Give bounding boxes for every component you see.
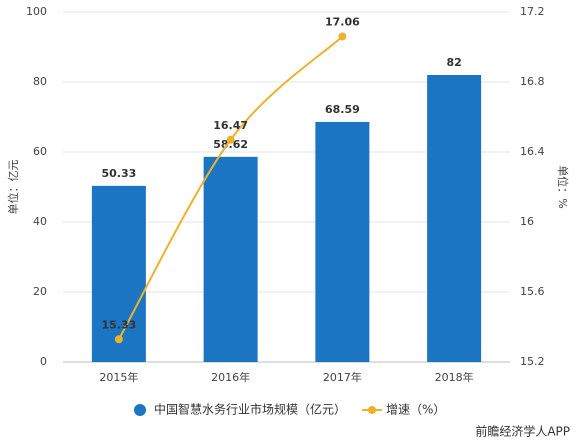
bar xyxy=(315,121,370,362)
bar xyxy=(427,75,482,362)
line xyxy=(118,35,344,340)
y2-tick-label: 16.8 xyxy=(520,75,545,88)
y2-axis-label: 单位：% xyxy=(556,165,570,208)
y2-tick-label: 16 xyxy=(520,215,534,228)
source: 前瞻经济学人APP xyxy=(475,424,570,439)
y2-tick-label: 15.6 xyxy=(520,285,545,298)
data-label: 50.33 xyxy=(101,167,136,180)
legend-label: 增速（%） xyxy=(386,403,445,417)
y-tick-label: 100 xyxy=(26,5,47,18)
x-tick-label: 2015年 xyxy=(99,370,138,384)
y-axis-label: 单位：亿元 xyxy=(6,160,20,215)
y-tick-label: 40 xyxy=(33,215,47,228)
legend-marker xyxy=(368,406,376,414)
y-tick-label: 0 xyxy=(40,355,47,368)
x-tick-label: 2018年 xyxy=(435,370,474,384)
data-label: 17.06 xyxy=(325,16,360,29)
data-label: 82 xyxy=(446,56,461,69)
y-tick-label: 20 xyxy=(33,285,47,298)
line-marker xyxy=(114,335,123,344)
y2-tick-label: 15.2 xyxy=(520,355,545,368)
data-label: 15.33 xyxy=(101,318,136,331)
data-label: 68.59 xyxy=(325,103,360,116)
y-tick-label: 60 xyxy=(33,145,47,158)
y2-tick-label: 17.2 xyxy=(520,5,545,18)
y2-tick-label: 16.4 xyxy=(520,145,545,158)
y-tick-label: 80 xyxy=(33,75,47,88)
bar xyxy=(91,185,146,362)
line-marker xyxy=(226,135,235,144)
x-tick-label: 2017年 xyxy=(323,370,362,384)
data-label: 58.62 xyxy=(213,138,248,151)
legend-marker xyxy=(134,404,146,416)
legend-label: 中国智慧水务行业市场规模（亿元） xyxy=(154,402,346,417)
x-tick-label: 2016年 xyxy=(211,370,250,384)
line-marker xyxy=(338,32,347,41)
bar xyxy=(203,156,258,362)
data-label: 16.47 xyxy=(213,119,248,132)
